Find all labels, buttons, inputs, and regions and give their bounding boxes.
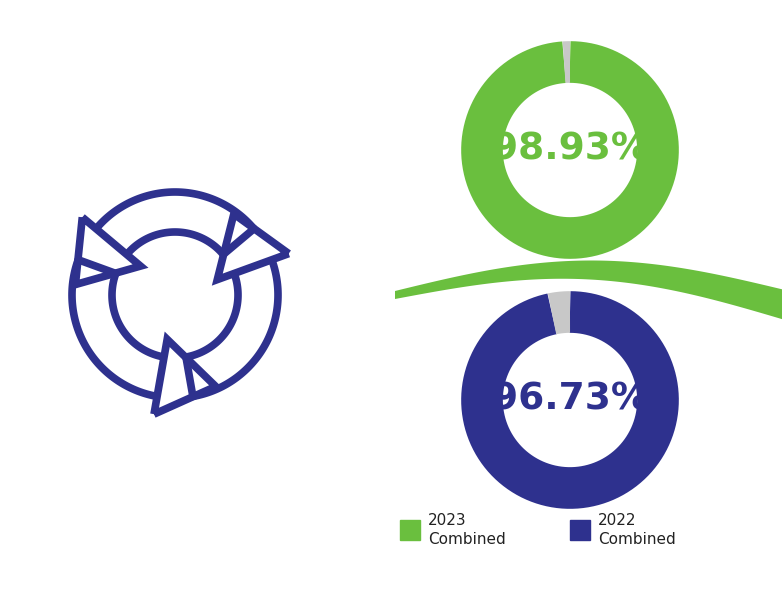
Text: 2022
Combined: 2022 Combined [598, 513, 676, 547]
Bar [400, 520, 420, 540]
Text: 96.73%: 96.73% [492, 382, 648, 418]
Text: 2023
Combined: 2023 Combined [428, 513, 506, 547]
Polygon shape [395, 260, 782, 320]
Text: 98.93%: 98.93% [492, 132, 648, 168]
Bar [570, 520, 590, 540]
